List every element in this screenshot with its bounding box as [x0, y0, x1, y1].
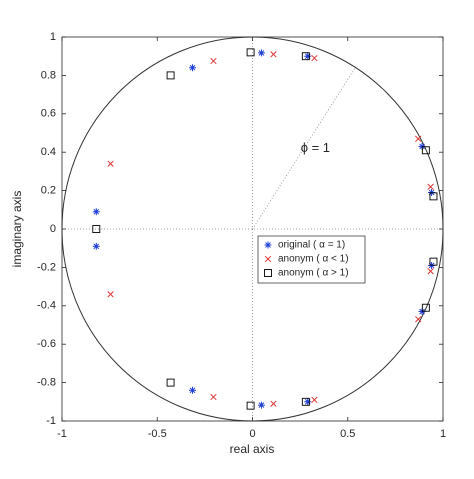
- point: [107, 160, 114, 167]
- x-tick-label: -0.5: [148, 428, 167, 440]
- point: [421, 303, 430, 312]
- point: [92, 225, 101, 233]
- point: [304, 52, 312, 60]
- y-tick-label: -0.2: [37, 261, 56, 273]
- point: [188, 64, 196, 72]
- legend-label: anonym ( α < 1): [278, 254, 349, 265]
- y-tick-label: 0: [50, 223, 56, 235]
- legend-marker: [264, 269, 272, 277]
- y-tick-label: -0.8: [37, 377, 56, 389]
- y-tick-label: 0.4: [41, 146, 56, 158]
- point: [429, 192, 438, 201]
- point: [246, 48, 255, 57]
- point: [304, 398, 312, 406]
- point: [246, 401, 255, 410]
- x-tick-label: 0: [249, 428, 255, 440]
- point: [301, 397, 310, 406]
- point: [270, 51, 277, 58]
- x-tick-label: 1: [440, 428, 446, 440]
- legend: original ( α = 1) anonym ( α < 1) anonym (…: [257, 235, 366, 284]
- point: [415, 316, 422, 323]
- point: [92, 242, 100, 250]
- point: [311, 54, 318, 62]
- x-tick-label: -1: [57, 428, 67, 440]
- y-tick-label: 0.6: [41, 108, 56, 120]
- angle-ray: [252, 67, 356, 230]
- point: [301, 52, 310, 61]
- point: [270, 400, 277, 407]
- x-tick-label: 0.5: [340, 428, 355, 440]
- point: [210, 57, 217, 65]
- point: [311, 396, 318, 404]
- angle-label: ϕ = 1: [301, 140, 330, 155]
- legend-box: [257, 235, 366, 284]
- point: [427, 268, 434, 275]
- legend-marker: [264, 255, 272, 263]
- legend-label: original ( α = 1): [278, 240, 345, 251]
- point: [427, 183, 434, 190]
- point: [92, 208, 100, 216]
- point: [166, 71, 175, 80]
- y-tick-label: 0.2: [41, 185, 56, 197]
- y-tick-label: 1: [50, 31, 56, 43]
- legend-marker: [264, 241, 272, 249]
- x-axis-label: real axis: [230, 442, 275, 456]
- y-tick-label: -0.4: [37, 300, 56, 312]
- legend-label: anonym ( α > 1): [278, 268, 349, 279]
- point: [415, 135, 422, 142]
- point: [210, 393, 217, 401]
- point: [429, 257, 438, 266]
- point: [107, 291, 114, 298]
- y-tick-label: 0.8: [41, 69, 56, 81]
- point: [257, 49, 265, 57]
- y-tick-label: -0.6: [37, 338, 56, 350]
- point: [421, 146, 430, 155]
- point: [166, 378, 175, 387]
- y-axis-label: imaginary axis: [10, 191, 24, 268]
- point: [257, 401, 265, 409]
- point: [188, 386, 196, 394]
- y-tick-label: -1: [46, 415, 56, 427]
